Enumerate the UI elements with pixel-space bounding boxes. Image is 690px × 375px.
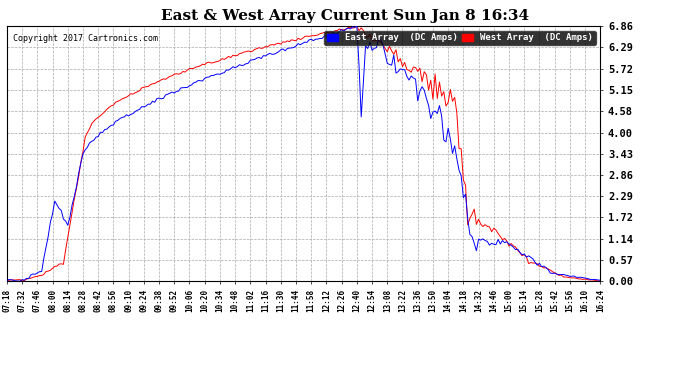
Text: East & West Array Current Sun Jan 8 16:34: East & West Array Current Sun Jan 8 16:3…	[161, 9, 529, 23]
Legend: East Array  (DC Amps), West Array  (DC Amps): East Array (DC Amps), West Array (DC Amp…	[324, 31, 595, 45]
Text: Copyright 2017 Cartronics.com: Copyright 2017 Cartronics.com	[13, 34, 158, 43]
